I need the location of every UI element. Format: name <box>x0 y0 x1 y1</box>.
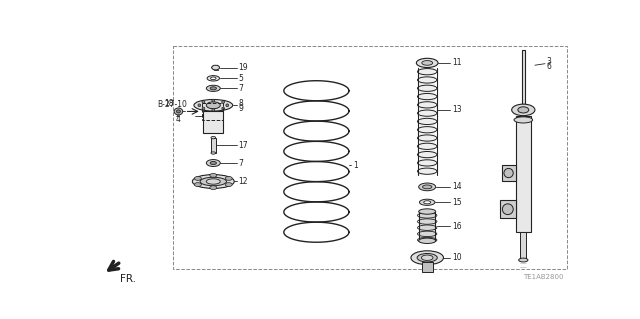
Bar <box>173 46 566 269</box>
Text: 17: 17 <box>238 141 248 150</box>
Bar <box>500 200 516 219</box>
Text: 18: 18 <box>164 99 174 108</box>
Ellipse shape <box>411 251 444 265</box>
Ellipse shape <box>518 107 529 113</box>
Bar <box>419 68 435 175</box>
Text: 12: 12 <box>238 177 248 186</box>
Text: 7: 7 <box>238 84 243 93</box>
Ellipse shape <box>419 183 436 191</box>
Text: 16: 16 <box>452 222 461 231</box>
Text: 1: 1 <box>353 161 358 170</box>
Text: 8: 8 <box>238 99 243 108</box>
Ellipse shape <box>419 238 436 243</box>
Ellipse shape <box>210 161 216 165</box>
Ellipse shape <box>206 85 220 92</box>
Ellipse shape <box>211 152 216 154</box>
Ellipse shape <box>419 199 435 205</box>
Ellipse shape <box>211 77 216 80</box>
Ellipse shape <box>212 65 220 70</box>
Circle shape <box>222 100 225 103</box>
Ellipse shape <box>421 255 433 260</box>
Text: FR.: FR. <box>120 273 136 284</box>
Text: 2: 2 <box>176 110 180 119</box>
Ellipse shape <box>195 176 202 180</box>
Ellipse shape <box>511 104 535 116</box>
Bar <box>516 116 531 232</box>
Ellipse shape <box>206 160 220 167</box>
Bar <box>211 137 216 153</box>
Ellipse shape <box>210 174 217 177</box>
Text: 6: 6 <box>547 62 552 71</box>
Ellipse shape <box>211 137 216 139</box>
Ellipse shape <box>210 87 216 90</box>
Ellipse shape <box>225 176 232 180</box>
Text: 4: 4 <box>176 115 180 124</box>
Text: 15: 15 <box>452 198 461 207</box>
Ellipse shape <box>200 177 227 186</box>
Circle shape <box>212 99 214 102</box>
Ellipse shape <box>422 185 432 189</box>
Bar <box>522 50 525 104</box>
Ellipse shape <box>419 209 436 214</box>
Ellipse shape <box>225 183 232 187</box>
Ellipse shape <box>194 100 233 111</box>
Circle shape <box>504 168 513 178</box>
Text: 14: 14 <box>452 182 461 191</box>
Text: TE1AB2800: TE1AB2800 <box>524 274 564 280</box>
Ellipse shape <box>424 201 431 204</box>
Text: 9: 9 <box>238 104 243 113</box>
Ellipse shape <box>193 174 234 189</box>
Ellipse shape <box>210 186 217 189</box>
Circle shape <box>502 204 513 215</box>
Circle shape <box>226 104 228 107</box>
Bar <box>419 211 435 241</box>
Text: 5: 5 <box>238 74 243 83</box>
Circle shape <box>222 107 225 110</box>
Bar <box>502 165 516 181</box>
Ellipse shape <box>195 183 202 187</box>
Text: 11: 11 <box>452 58 461 67</box>
Text: 13: 13 <box>452 105 461 115</box>
Ellipse shape <box>417 254 437 262</box>
Text: 19: 19 <box>238 63 248 72</box>
Ellipse shape <box>206 102 220 109</box>
Circle shape <box>212 108 214 111</box>
Text: B-27-10: B-27-10 <box>157 100 188 109</box>
Text: 3: 3 <box>547 57 552 66</box>
Ellipse shape <box>518 258 528 262</box>
Ellipse shape <box>207 76 220 81</box>
Circle shape <box>198 104 201 107</box>
Text: 7: 7 <box>238 159 243 167</box>
Ellipse shape <box>417 58 438 68</box>
Ellipse shape <box>174 108 182 115</box>
Ellipse shape <box>514 117 532 123</box>
Bar <box>422 262 433 271</box>
Bar <box>204 111 223 133</box>
Bar <box>520 232 527 260</box>
Text: 10: 10 <box>452 253 461 262</box>
Ellipse shape <box>422 61 433 65</box>
Circle shape <box>202 107 205 110</box>
Ellipse shape <box>206 179 220 184</box>
Bar <box>202 103 223 120</box>
Ellipse shape <box>177 110 180 113</box>
Circle shape <box>202 100 205 103</box>
